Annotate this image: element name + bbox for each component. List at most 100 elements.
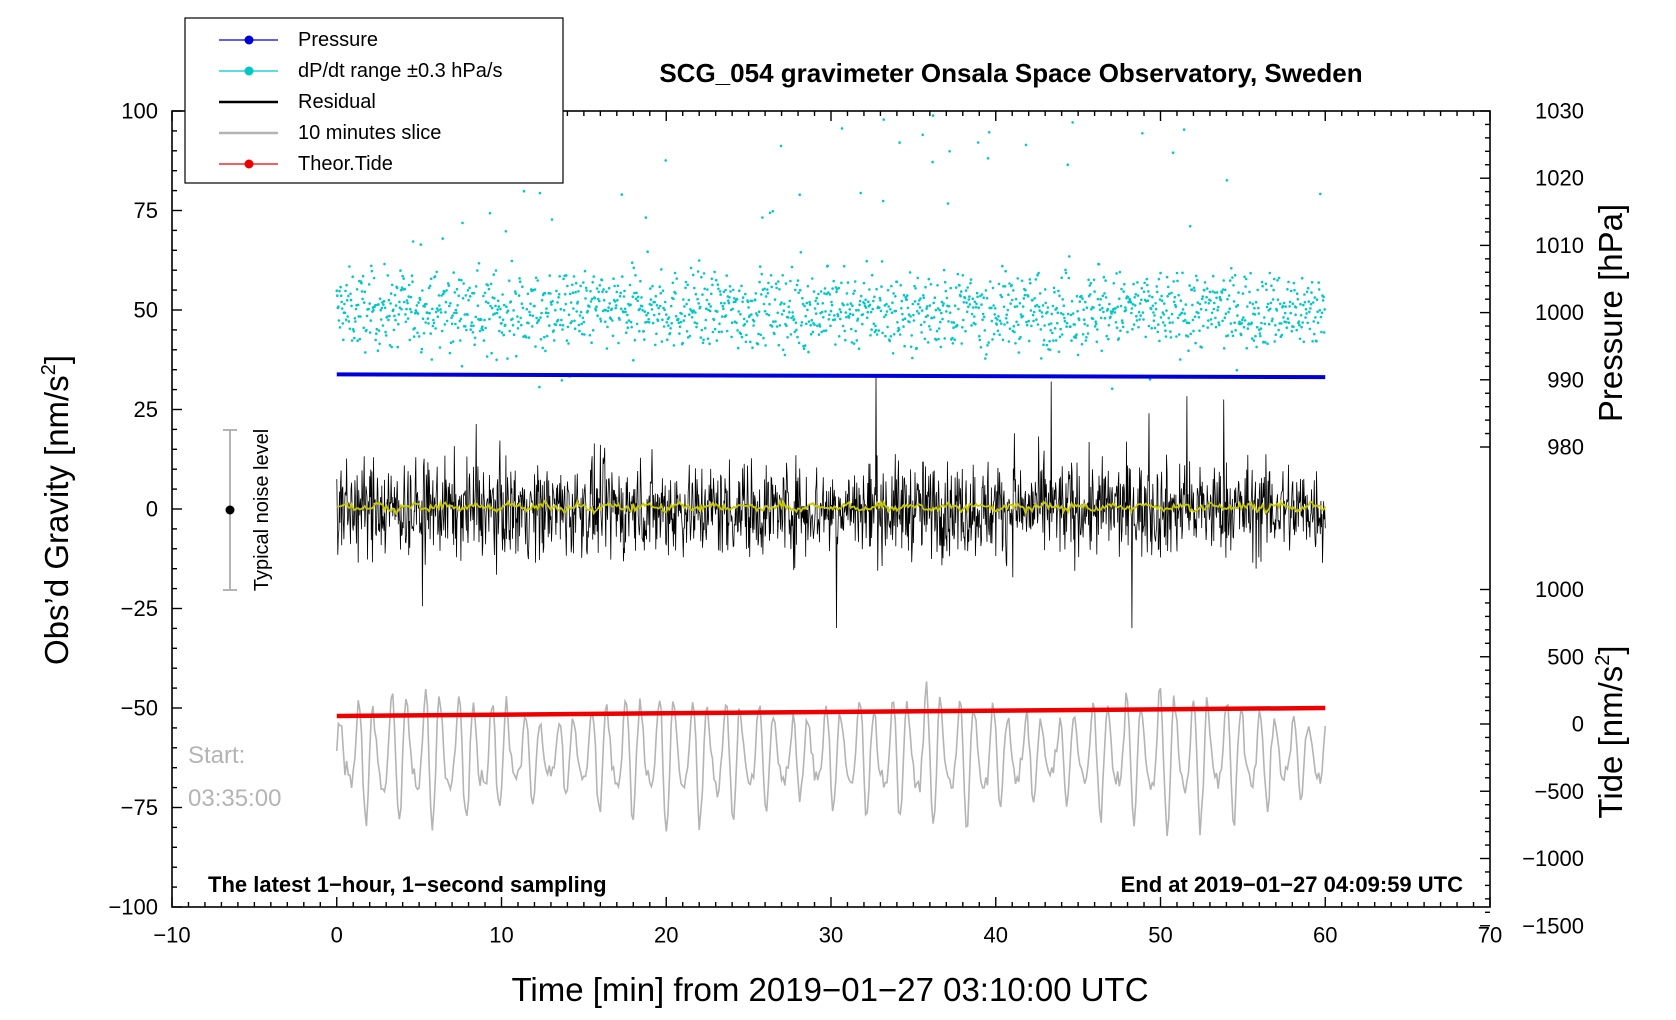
dpdt-point bbox=[460, 364, 464, 368]
dpdt-point bbox=[1018, 301, 1022, 305]
dpdt-point bbox=[794, 321, 798, 325]
dpdt-point bbox=[836, 314, 840, 318]
slice-start-label: Start: bbox=[188, 742, 245, 769]
dpdt-point bbox=[1130, 311, 1133, 315]
dpdt-point bbox=[1023, 293, 1027, 297]
dpdt-point bbox=[870, 273, 874, 277]
dpdt-point bbox=[1193, 315, 1197, 319]
dpdt-point bbox=[844, 338, 847, 342]
dpdt-point bbox=[706, 337, 710, 341]
dpdt-point bbox=[635, 322, 639, 326]
dpdt-point bbox=[1088, 293, 1092, 296]
dpdt-point bbox=[420, 347, 424, 351]
dpdt-point bbox=[611, 334, 615, 338]
dpdt-point bbox=[453, 311, 456, 315]
dpdt-point bbox=[365, 328, 368, 332]
dpdt-point bbox=[931, 160, 934, 164]
dpdt-point bbox=[1151, 304, 1155, 308]
dpdt-point bbox=[796, 335, 799, 339]
legend-swatch-dot bbox=[244, 35, 254, 45]
dpdt-point bbox=[1093, 290, 1096, 293]
dpdt-point bbox=[1136, 294, 1140, 297]
dpdt-point bbox=[750, 299, 754, 303]
dpdt-point bbox=[1288, 300, 1292, 304]
dpdt-point bbox=[560, 318, 563, 322]
dpdt-point bbox=[561, 328, 564, 331]
dpdt-point bbox=[964, 329, 967, 333]
dpdt-point bbox=[1197, 311, 1200, 315]
tide-tick-label: 500 bbox=[1547, 644, 1584, 669]
dpdt-point bbox=[411, 280, 414, 284]
dpdt-point bbox=[453, 291, 457, 294]
dpdt-point bbox=[472, 291, 476, 295]
dpdt-point bbox=[728, 285, 732, 288]
dpdt-point bbox=[946, 202, 950, 205]
dpdt-point bbox=[1065, 321, 1069, 325]
dpdt-point bbox=[695, 322, 699, 325]
dpdt-point bbox=[1040, 357, 1043, 360]
dpdt-point bbox=[682, 319, 686, 322]
dpdt-point bbox=[756, 314, 759, 317]
dpdt-point bbox=[1098, 308, 1102, 312]
dpdt-point bbox=[1209, 299, 1212, 302]
dpdt-point bbox=[827, 291, 830, 294]
dpdt-point bbox=[1082, 318, 1086, 322]
dpdt-point bbox=[1255, 325, 1259, 329]
dpdt-point bbox=[1191, 303, 1194, 307]
x-tick-label: 60 bbox=[1313, 923, 1337, 948]
dpdt-point bbox=[1168, 292, 1171, 296]
dpdt-point bbox=[1202, 324, 1205, 328]
tide-tick-label: −1000 bbox=[1522, 846, 1584, 871]
dpdt-point bbox=[440, 294, 443, 297]
dpdt-point bbox=[550, 303, 553, 306]
dpdt-point bbox=[602, 298, 606, 302]
dpdt-point bbox=[1276, 298, 1280, 302]
dpdt-point bbox=[918, 299, 921, 302]
dpdt-point bbox=[1190, 288, 1194, 291]
dpdt-point bbox=[443, 323, 447, 326]
dpdt-point bbox=[456, 304, 459, 307]
dpdt-point bbox=[501, 293, 504, 296]
dpdt-point bbox=[1232, 300, 1236, 303]
dpdt-point bbox=[600, 278, 604, 282]
dpdt-point bbox=[771, 210, 775, 213]
dpdt-point bbox=[412, 335, 416, 338]
dpdt-point bbox=[1002, 305, 1006, 309]
dpdt-point bbox=[795, 328, 798, 332]
dpdt-point bbox=[888, 339, 892, 343]
x-tick-label: −10 bbox=[153, 923, 190, 948]
dpdt-point bbox=[598, 284, 602, 287]
dpdt-point bbox=[700, 275, 703, 279]
dpdt-point bbox=[667, 316, 671, 319]
dpdt-point bbox=[459, 339, 462, 342]
dpdt-point bbox=[723, 302, 726, 305]
dpdt-point bbox=[1059, 327, 1062, 331]
dpdt-point bbox=[405, 299, 409, 302]
dpdt-point bbox=[393, 314, 396, 318]
dpdt-point bbox=[608, 302, 611, 305]
dpdt-point bbox=[808, 300, 811, 304]
dpdt-point bbox=[796, 279, 800, 282]
dpdt-point bbox=[837, 286, 840, 290]
dpdt-point bbox=[1078, 300, 1082, 303]
dpdt-point bbox=[791, 311, 794, 314]
dpdt-point bbox=[1218, 323, 1221, 327]
dpdt-point bbox=[780, 313, 784, 316]
dpdt-point bbox=[1203, 289, 1206, 292]
dpdt-point bbox=[1302, 340, 1306, 344]
dpdt-point bbox=[718, 290, 722, 293]
dpdt-point bbox=[1032, 319, 1035, 323]
dpdt-point bbox=[780, 301, 783, 304]
dpdt-point bbox=[531, 314, 535, 318]
dpdt-point bbox=[745, 320, 749, 323]
dpdt-point bbox=[563, 292, 567, 296]
dpdt-point bbox=[866, 310, 870, 314]
dpdt-point bbox=[1027, 339, 1031, 343]
dpdt-point bbox=[701, 293, 704, 296]
dpdt-point bbox=[940, 311, 943, 315]
dpdt-point bbox=[952, 326, 955, 330]
dpdt-point bbox=[891, 352, 895, 355]
dpdt-point bbox=[919, 297, 922, 300]
dpdt-point bbox=[1289, 289, 1293, 293]
dpdt-point bbox=[1105, 334, 1108, 338]
